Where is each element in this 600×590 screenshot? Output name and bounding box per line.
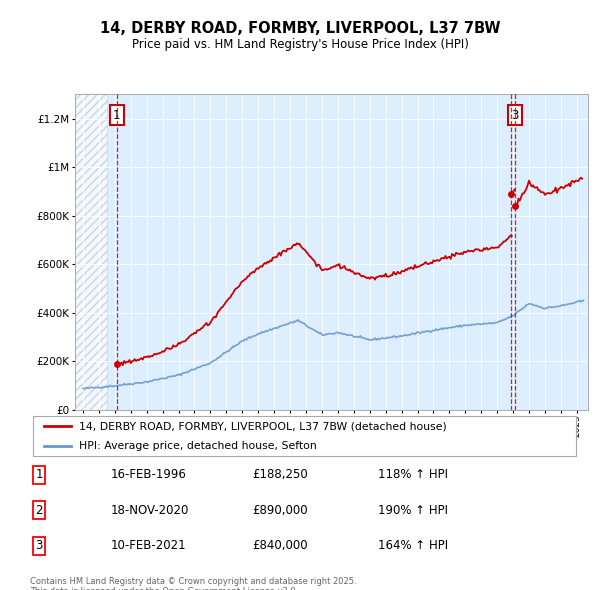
Text: 10-FEB-2021: 10-FEB-2021 xyxy=(111,539,187,552)
Text: Price paid vs. HM Land Registry's House Price Index (HPI): Price paid vs. HM Land Registry's House … xyxy=(131,38,469,51)
Text: 190% ↑ HPI: 190% ↑ HPI xyxy=(378,504,448,517)
Text: 14, DERBY ROAD, FORMBY, LIVERPOOL, L37 7BW (detached house): 14, DERBY ROAD, FORMBY, LIVERPOOL, L37 7… xyxy=(79,421,447,431)
Bar xyxy=(75,94,107,410)
Text: 1: 1 xyxy=(35,468,43,481)
Text: 164% ↑ HPI: 164% ↑ HPI xyxy=(378,539,448,552)
Text: 118% ↑ HPI: 118% ↑ HPI xyxy=(378,468,448,481)
Text: 16-FEB-1996: 16-FEB-1996 xyxy=(111,468,187,481)
Text: HPI: Average price, detached house, Sefton: HPI: Average price, detached house, Seft… xyxy=(79,441,317,451)
Text: £840,000: £840,000 xyxy=(252,539,308,552)
Text: 2: 2 xyxy=(35,504,43,517)
Text: 18-NOV-2020: 18-NOV-2020 xyxy=(111,504,190,517)
Text: 1: 1 xyxy=(113,109,121,122)
FancyBboxPatch shape xyxy=(33,417,576,455)
Text: 14, DERBY ROAD, FORMBY, LIVERPOOL, L37 7BW: 14, DERBY ROAD, FORMBY, LIVERPOOL, L37 7… xyxy=(100,21,500,35)
Text: £890,000: £890,000 xyxy=(252,504,308,517)
Text: £188,250: £188,250 xyxy=(252,468,308,481)
Text: 3: 3 xyxy=(35,539,43,552)
Text: 3: 3 xyxy=(511,109,519,122)
Text: Contains HM Land Registry data © Crown copyright and database right 2025.
This d: Contains HM Land Registry data © Crown c… xyxy=(30,577,356,590)
